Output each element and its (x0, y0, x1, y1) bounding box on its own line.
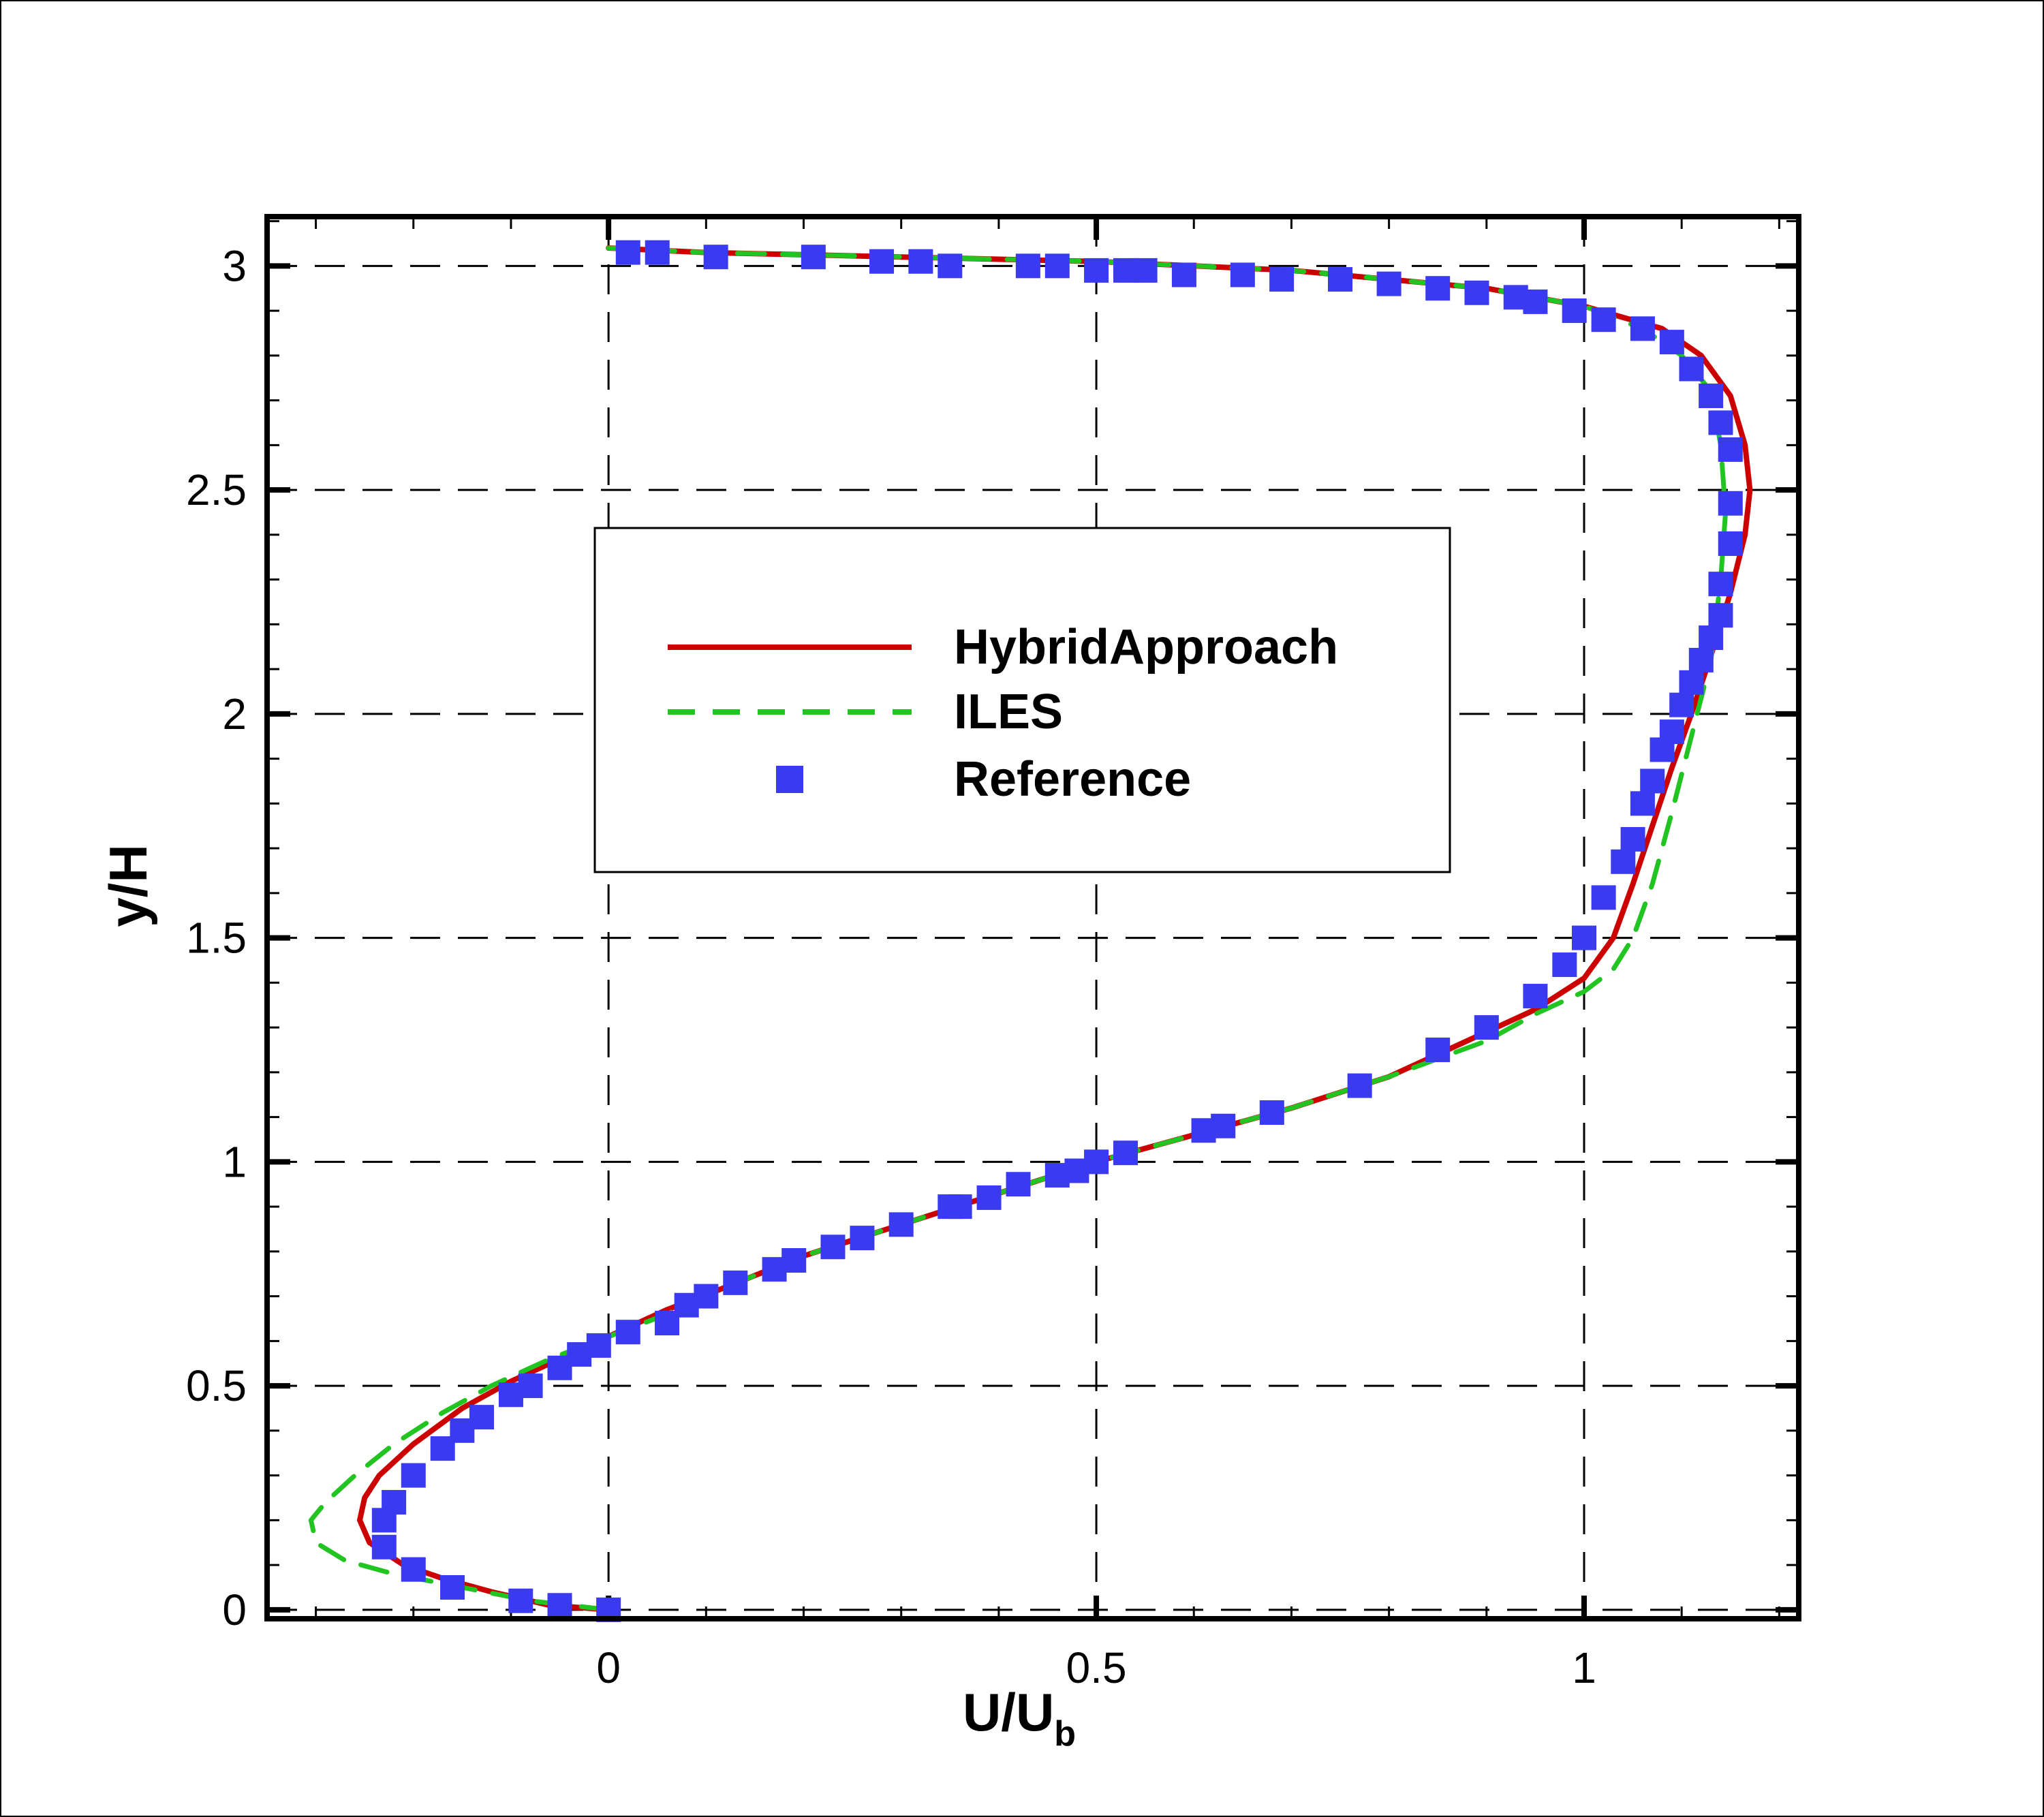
reference-marker (1630, 791, 1655, 816)
y-tick-label: 1.5 (186, 914, 247, 963)
reference-marker (1591, 885, 1616, 910)
y-tick-label: 1 (222, 1137, 247, 1186)
reference-marker (615, 240, 640, 265)
reference-marker (518, 1373, 543, 1399)
reference-marker (382, 1490, 407, 1515)
reference-marker (1171, 262, 1196, 288)
reference-marker (1211, 1113, 1236, 1138)
y-axis-title: y/H (98, 844, 158, 927)
legend-label-iles: ILES (954, 685, 1063, 739)
y-tick-label: 2 (222, 689, 247, 739)
reference-marker (1718, 531, 1743, 556)
reference-marker (801, 245, 826, 270)
reference-marker (586, 1333, 611, 1358)
reference-marker (615, 1320, 640, 1345)
reference-marker (1503, 285, 1528, 310)
x-tick-label: 0 (596, 1643, 621, 1692)
x-tick-label: 1 (1572, 1643, 1596, 1692)
reference-marker (371, 1534, 397, 1559)
reference-marker (1659, 719, 1684, 745)
reference-marker (1113, 1140, 1139, 1166)
legend-box (593, 527, 1451, 873)
reference-marker (1425, 276, 1451, 301)
reference-marker (820, 1234, 846, 1260)
y-tick-label: 2.5 (186, 465, 247, 514)
reference-marker (1347, 1073, 1372, 1098)
reference-marker (869, 249, 895, 274)
reference-marker (694, 1284, 719, 1309)
reference-marker (1376, 271, 1402, 296)
series-line-hybrid (357, 245, 1753, 1613)
reference-marker (1571, 925, 1596, 950)
reference-marker (1084, 1149, 1109, 1175)
reference-marker (469, 1405, 495, 1430)
reference-marker (1640, 768, 1665, 794)
reference-marker (1688, 647, 1714, 672)
reference-marker (976, 1185, 1002, 1210)
reference-marker (1425, 1037, 1451, 1062)
reference-marker (1679, 356, 1704, 382)
reference-marker (1591, 307, 1616, 332)
reference-marker (401, 1463, 426, 1488)
reference-marker (1699, 625, 1724, 651)
x-axis-title-main: U/U (963, 1682, 1054, 1742)
reference-marker (908, 249, 933, 274)
y-tick-label: 0.5 (186, 1361, 247, 1410)
reference-marker (1230, 262, 1255, 288)
reference-marker (1523, 984, 1548, 1009)
reference-marker (938, 253, 963, 279)
reference-marker (1659, 330, 1684, 355)
reference-marker (1718, 491, 1743, 516)
reference-marker (1699, 384, 1724, 409)
axis-ticks (267, 217, 1799, 1619)
reference-marker (645, 240, 670, 265)
reference-marker (1044, 253, 1070, 279)
reference-marker (1015, 253, 1040, 279)
reference-marker (1562, 298, 1587, 324)
plot-area-border (264, 214, 1801, 1621)
x-tick-label: 0.5 (1066, 1643, 1127, 1692)
reference-marker (1679, 670, 1704, 695)
reference-marker (547, 1593, 572, 1618)
reference-marker (703, 245, 728, 270)
reference-marker (1113, 258, 1139, 283)
reference-marker (440, 1574, 465, 1600)
reference-marker (508, 1588, 533, 1613)
reference-marker (1708, 603, 1733, 628)
reference-marker (1474, 1015, 1499, 1040)
legend: HybridApproach ILES Reference (593, 527, 1451, 873)
y-tick-label: 0 (222, 1585, 247, 1634)
legend-label-reference: Reference (954, 752, 1191, 807)
legend-label-hybrid: HybridApproach (954, 620, 1338, 674)
reference-marker (1669, 692, 1694, 717)
reference-marker (1708, 572, 1733, 597)
reference-marker (1084, 258, 1109, 283)
reference-marker (1620, 826, 1645, 852)
x-axis-title: U/Ub (963, 1682, 1076, 1754)
reference-marker (1328, 267, 1353, 292)
reference-marker (1630, 316, 1655, 341)
reference-marker (1464, 280, 1489, 305)
x-axis-title-subscript: b (1054, 1714, 1076, 1754)
series-group (308, 240, 1753, 1622)
reference-marker (947, 1194, 972, 1220)
reference-marker (723, 1270, 748, 1295)
reference-marker (888, 1212, 914, 1237)
tick-labels: 0 0.5 1 0 0.5 1 1.5 2 2.5 3 (186, 241, 1596, 1692)
reference-marker (1718, 437, 1743, 462)
reference-marker (781, 1247, 807, 1273)
reference-marker (1708, 410, 1733, 435)
reference-marker (401, 1557, 426, 1582)
reference-marker (1552, 952, 1577, 978)
reference-marker (1006, 1172, 1031, 1197)
reference-marker (1269, 267, 1295, 292)
reference-marker (1259, 1100, 1284, 1125)
reference-marker (1611, 849, 1636, 874)
reference-marker (850, 1226, 875, 1251)
grid (267, 217, 1799, 1619)
legend-swatch-reference (776, 766, 803, 793)
y-tick-label: 3 (222, 241, 247, 290)
